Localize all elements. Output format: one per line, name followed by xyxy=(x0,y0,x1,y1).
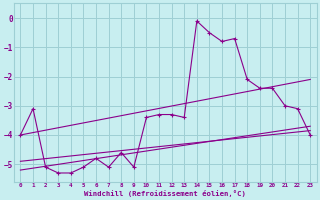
X-axis label: Windchill (Refroidissement éolien,°C): Windchill (Refroidissement éolien,°C) xyxy=(84,190,246,197)
